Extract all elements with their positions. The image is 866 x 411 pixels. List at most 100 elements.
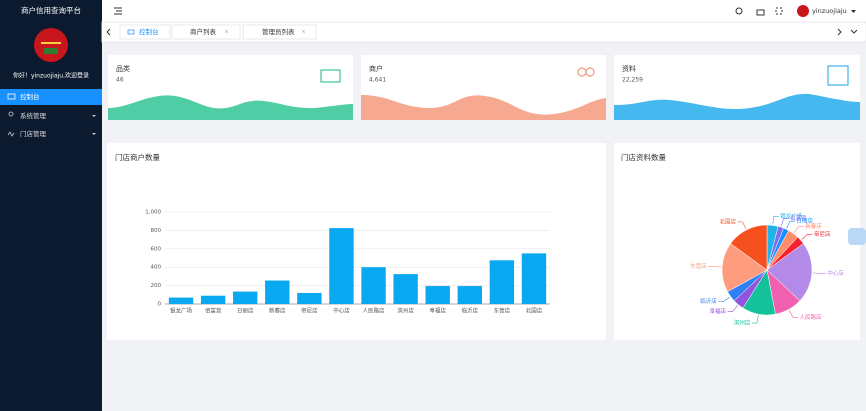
card-icon xyxy=(585,67,595,77)
pie-slice xyxy=(730,224,768,271)
chart-title: 门店商户数量 xyxy=(115,152,160,162)
tab-menu[interactable] xyxy=(850,29,858,34)
pie-label: 东营店 xyxy=(690,262,707,270)
x-tick-label: 滨州店 xyxy=(397,307,414,315)
fullscreen-icon[interactable] xyxy=(775,7,783,15)
bar xyxy=(393,274,418,304)
app-title: 商户信用查询平台 xyxy=(21,5,81,15)
bar xyxy=(233,291,258,304)
y-tick-label: 0 xyxy=(158,302,162,308)
leader-line xyxy=(737,221,747,230)
logo-badge xyxy=(44,48,58,54)
menu-item[interactable]: 系统管理 xyxy=(20,111,47,120)
header xyxy=(102,0,866,22)
bar xyxy=(297,292,322,304)
sidebar xyxy=(0,0,102,411)
leader-line xyxy=(772,216,779,225)
bar xyxy=(361,267,386,304)
wave xyxy=(361,95,606,120)
bar xyxy=(168,297,194,304)
tab-prev[interactable] xyxy=(106,28,111,36)
x-tick-label: 帝尼店 xyxy=(301,307,318,315)
card-value: 46 xyxy=(116,77,124,84)
greeting: 你好！yinzuojiaju,欢迎登录 xyxy=(13,72,89,80)
x-tick-label: 北国店 xyxy=(526,307,543,315)
x-tick-label: 中心店 xyxy=(333,307,350,315)
tab[interactable] xyxy=(171,24,241,40)
y-tick-label: 200 xyxy=(151,283,162,289)
leader-line xyxy=(708,266,722,268)
tab-icon xyxy=(127,29,135,35)
leader-line xyxy=(812,272,826,274)
pie-label: 临沂店 xyxy=(700,297,717,305)
bar xyxy=(329,228,354,304)
menu-active[interactable] xyxy=(0,89,102,105)
card-value: 4,641 xyxy=(369,77,386,84)
pie-slice xyxy=(766,243,813,302)
y-tick-label: 600 xyxy=(151,246,162,252)
bar xyxy=(457,286,482,304)
username[interactable]: yinzuojiaju xyxy=(812,7,847,15)
wave xyxy=(614,93,860,120)
card-icon xyxy=(827,65,849,86)
x-tick-label: 佰富宫 xyxy=(205,307,222,315)
pie-label: 滨州店 xyxy=(734,319,751,327)
x-tick-label: 日丽店 xyxy=(237,307,254,315)
menu-toggle[interactable] xyxy=(114,7,122,15)
caret xyxy=(92,133,96,135)
card-label: 资料 xyxy=(622,64,636,73)
y-tick-label: 1,000 xyxy=(145,210,161,216)
pie-label: 日丽店 xyxy=(796,217,813,225)
bar xyxy=(200,295,226,304)
tab-label[interactable]: 管理员列表 xyxy=(262,27,295,36)
pie-label: 中心店 xyxy=(827,269,844,277)
bar xyxy=(425,286,450,304)
leader-line xyxy=(793,226,804,233)
x-tick-label: 新春店 xyxy=(269,307,286,315)
caret xyxy=(851,10,856,13)
pie-label: 人民路店 xyxy=(800,313,823,321)
menu-item[interactable]: 控制台 xyxy=(20,92,40,101)
leader-line xyxy=(718,296,730,303)
card-icon xyxy=(320,69,341,83)
menu-icon xyxy=(7,93,16,100)
y-tick-label: 400 xyxy=(151,265,162,271)
leader-line xyxy=(727,305,738,312)
leader-line xyxy=(801,233,813,240)
tab[interactable] xyxy=(242,24,317,40)
wave xyxy=(108,95,353,120)
logo-band xyxy=(41,42,61,44)
card-value: 22,259 xyxy=(622,77,643,84)
chart-title: 门店资料数量 xyxy=(621,152,666,162)
pie-label: 帝尼店 xyxy=(814,230,831,238)
logo xyxy=(34,28,68,62)
leader-line xyxy=(751,315,759,324)
pie-label: 北国店 xyxy=(719,217,736,225)
pie-slice xyxy=(721,243,768,293)
tab-close[interactable]: × xyxy=(224,29,229,36)
chart-card xyxy=(107,143,606,340)
tab-label[interactable]: 商户列表 xyxy=(190,27,217,36)
x-tick-label: 阜福店 xyxy=(429,307,446,315)
tab[interactable] xyxy=(119,24,171,40)
leader-line xyxy=(780,218,789,227)
bar xyxy=(489,260,515,304)
side-tab[interactable] xyxy=(848,228,866,245)
x-tick-label: 人民路店 xyxy=(363,307,386,315)
avatar[interactable] xyxy=(797,5,809,17)
lock-icon[interactable] xyxy=(756,9,765,16)
refresh-icon[interactable] xyxy=(735,7,743,15)
menu-icon xyxy=(7,131,15,137)
pie-label: 银龙广场 xyxy=(780,212,803,220)
bar xyxy=(265,280,290,304)
tab-next[interactable] xyxy=(837,28,842,36)
tab-label[interactable]: 控制台 xyxy=(139,27,159,36)
bar xyxy=(521,253,547,304)
menu-item[interactable]: 门店管理 xyxy=(20,129,47,138)
pie-label: 佰富宫 xyxy=(790,214,807,222)
caret xyxy=(92,115,96,117)
tab-close[interactable]: × xyxy=(301,29,306,36)
leader-line xyxy=(788,310,799,318)
